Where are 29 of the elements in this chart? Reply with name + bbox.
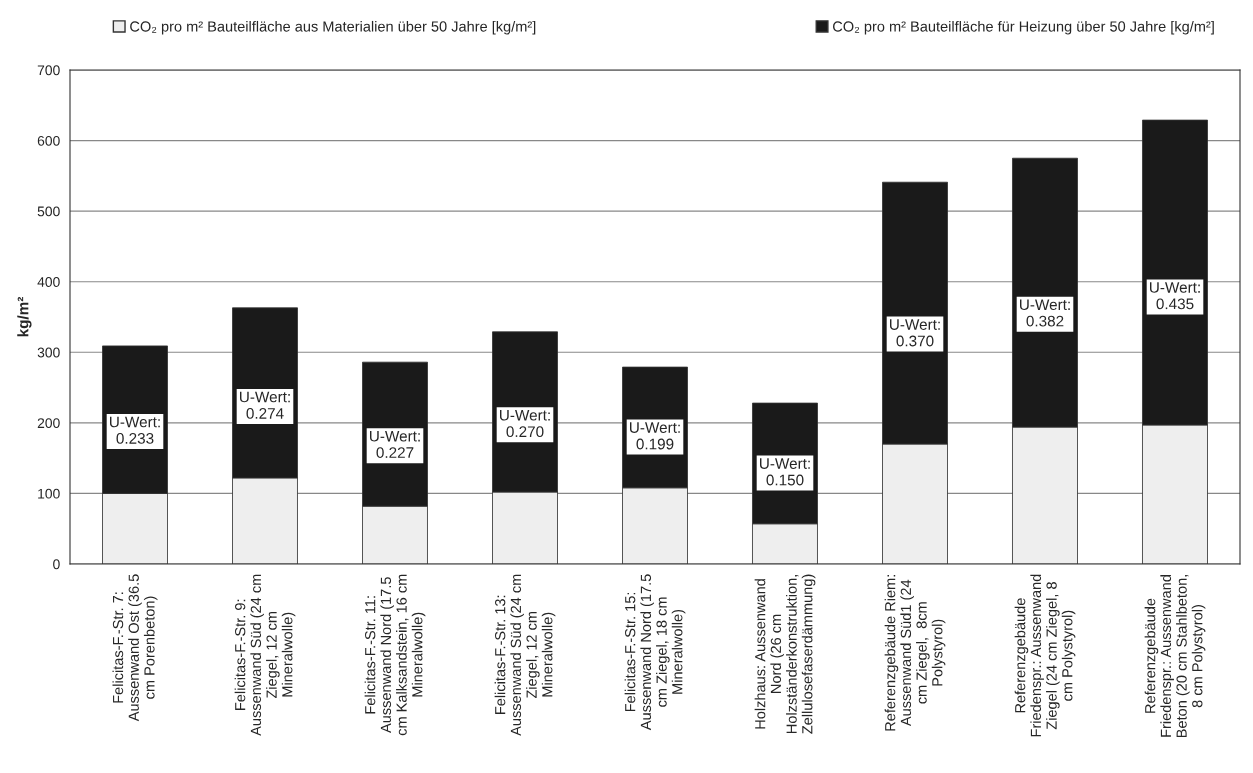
x-tick-label: Felicitas-F.-Str. 11: Aussenwand Nord (17.5 cm Kalksandstein, 16 cm Mineralwolle) — [364, 574, 426, 736]
x-tick-label: Holzhaus: Aussenwand Nord (26 cm Holzständerkonstruktion, Zellulosefaserdämmung) — [754, 574, 816, 734]
y-tick-label: 500 — [37, 206, 60, 217]
x-tick-label: Felicitas-F.-Str. 15: Aussenwand Nord (17.5 cm Ziegel, 18 cm Mineralwolle) — [624, 574, 686, 731]
annotation: U-Wert: 0.370 — [890, 319, 940, 347]
x-tick-label: Felicitas-F.-Str. 7: Aussenwand Ost (36.5 cm Porenbeton) — [112, 574, 158, 722]
y-tick-label: 100 — [38, 488, 60, 499]
annotation: U-Wert: 0.435 — [1150, 282, 1200, 310]
x-tick-label: Referenzgebäude Friedenspr.: Aussenwand Ziegel (24 cm Ziegel, 8 cm Polystyrol) — [1014, 574, 1076, 737]
annotation: U-Wert: 0.233 — [110, 416, 160, 444]
y-tick-label: 300 — [37, 347, 60, 358]
y-tick-label: 700 — [37, 65, 60, 76]
x-tick-label: Referenzgebäude Friedenspr.: Aussenwand Beton (20 cm Stahlbeton, 8 cm Polystyrol) — [1144, 575, 1206, 738]
annotation: U-Wert: 0.199 — [630, 422, 680, 450]
y-tick-label: 200 — [37, 418, 60, 429]
y-tick-label: 0 — [53, 559, 60, 570]
annotation: U-Wert: 0.270 — [500, 409, 550, 438]
annotation: U-Wert: 0.274 — [240, 391, 290, 419]
y-tick-label: 400 — [37, 277, 60, 287]
x-tick-label: Referenzgebäude Riem: Aussenwand Süd1 (24 cm Ziegel, 8cm Polystyrol) — [884, 575, 946, 731]
legend-label: CO₂ pro m² Bauteilfläche aus Materialien über 50 Jahre [kg/m²] — [130, 20, 536, 35]
y-tick-label: 600 — [37, 135, 60, 146]
annotation: U-Wert: 0.227 — [370, 430, 420, 458]
x-tick-label: Felicitas-F.-Str. 13: Aussenwand Süd (24 cm Ziegel, 12 cm Mineralwolle) — [494, 574, 556, 736]
y-axis-title: kg/m² — [17, 296, 32, 337]
annotation: U-Wert: 0.150 — [760, 458, 810, 486]
legend-label: CO₂ pro m² Bauteilfläche für Heizung über 50 Jahre [kg/m²] — [833, 20, 1214, 35]
x-tick-label: Felicitas-F.-Str. 9: Aussenwand Süd (24 cm Ziegel, 12 cm Mineralwolle) — [234, 574, 296, 736]
annotation: U-Wert: 0.382 — [1020, 299, 1070, 327]
